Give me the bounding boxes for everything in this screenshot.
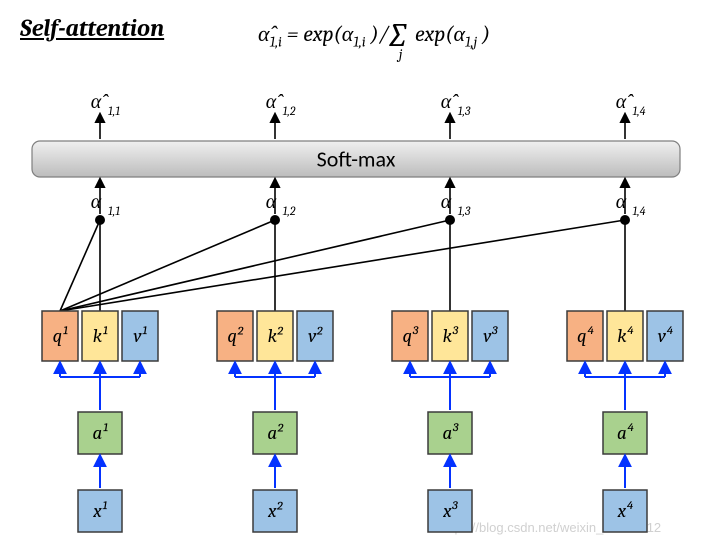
alpha-label: α — [266, 190, 277, 213]
v-box-label: v² — [308, 325, 323, 347]
q-box-label: q² — [227, 325, 244, 347]
alpha-sub: 1,3 — [458, 204, 471, 218]
diagram-svg: Soft-maxα1,1α̂1,1q¹k¹v¹a¹x¹α1,2α̂1,2q²k²… — [0, 0, 712, 543]
a-box-label: a² — [267, 422, 284, 444]
k-box-label: k⁴ — [617, 325, 633, 347]
alpha-label: α — [616, 190, 627, 213]
q-box-label: q³ — [402, 325, 419, 347]
softmax-label: Soft-max — [317, 146, 396, 173]
hat-alpha-sub: 1,1 — [108, 104, 120, 118]
a-box-label: a⁴ — [617, 422, 634, 444]
x-box-label: x¹ — [92, 500, 107, 522]
a-box-label: a¹ — [93, 422, 109, 444]
hat-alpha-label: α̂ — [91, 90, 109, 113]
q-box-label: q¹ — [53, 325, 69, 347]
v-box-label: v³ — [483, 325, 498, 347]
a-box-label: a³ — [442, 422, 459, 444]
hat-alpha-label: α̂ — [266, 90, 284, 113]
hat-alpha-sub: 1,3 — [458, 104, 471, 118]
k-box-label: k³ — [443, 325, 459, 347]
hat-alpha-sub: 1,2 — [283, 104, 296, 118]
hat-alpha-sub: 1,4 — [632, 104, 645, 118]
x-box-label: x² — [267, 500, 283, 522]
x-box-label: x³ — [442, 500, 458, 522]
x-box-label: x⁴ — [617, 500, 633, 522]
k-box-label: k² — [268, 325, 284, 347]
alpha-sub: 1,4 — [632, 204, 645, 218]
alpha-label: α — [441, 190, 452, 213]
alpha-label: α — [91, 190, 102, 213]
q-box-label: q⁴ — [577, 325, 594, 347]
k-box-label: k¹ — [93, 325, 108, 347]
hat-alpha-label: α̂ — [441, 90, 459, 113]
v-box-label: v⁴ — [658, 325, 673, 347]
alpha-sub: 1,2 — [283, 204, 296, 218]
v-box-label: v¹ — [133, 325, 147, 347]
alpha-sub: 1,1 — [108, 204, 120, 218]
